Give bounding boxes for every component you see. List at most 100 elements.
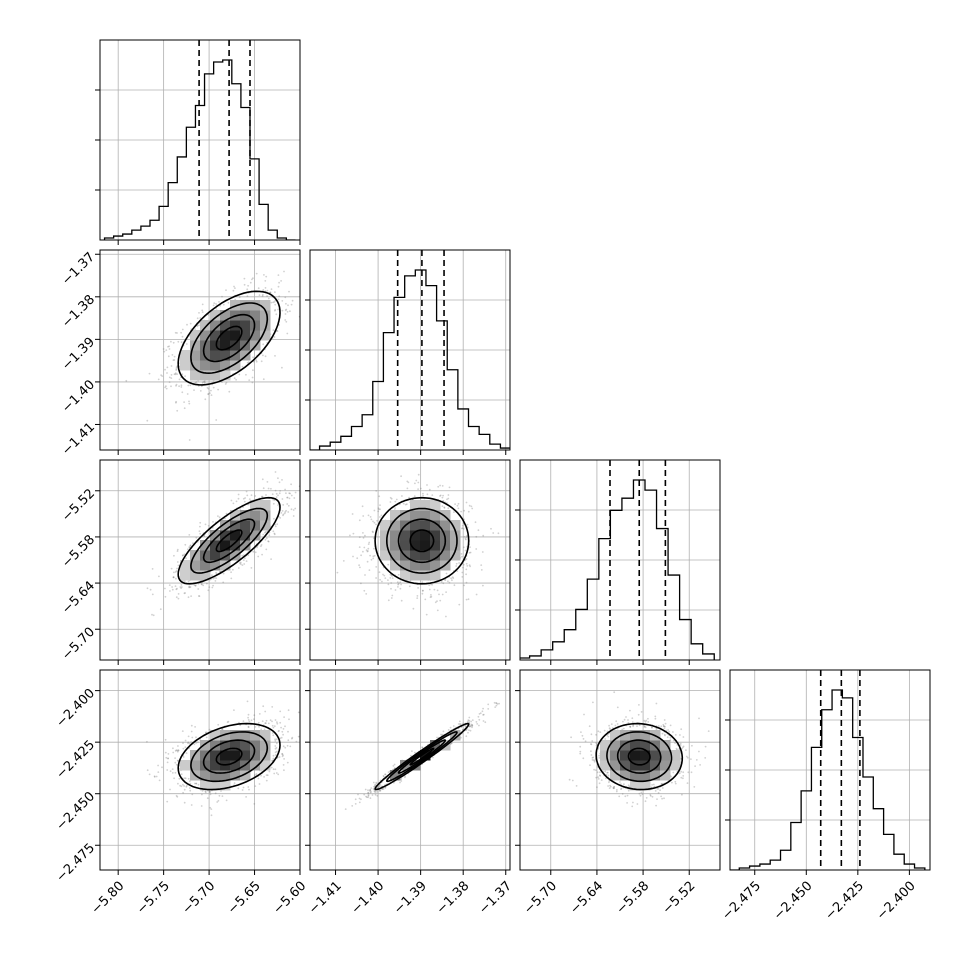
sample-point xyxy=(276,750,278,753)
sample-point xyxy=(274,740,277,742)
sample-point xyxy=(281,479,283,481)
contour-line xyxy=(177,290,281,386)
sample-point xyxy=(631,717,634,720)
sample-point xyxy=(281,752,284,755)
sample-point xyxy=(490,527,492,530)
contour-line xyxy=(215,325,243,351)
sample-point xyxy=(200,805,203,807)
sample-point xyxy=(285,492,287,495)
sample-point xyxy=(651,726,653,729)
density-cell xyxy=(630,770,641,781)
sample-point xyxy=(208,790,211,793)
sample-point xyxy=(286,310,289,313)
sample-point xyxy=(459,723,462,725)
sample-point xyxy=(207,589,210,592)
sample-point xyxy=(263,274,265,276)
sample-point xyxy=(216,801,219,803)
density-cell xyxy=(390,770,401,781)
sample-point xyxy=(374,793,377,796)
sample-point xyxy=(447,507,450,510)
density-cell xyxy=(230,360,241,371)
sample-point xyxy=(436,600,438,602)
sample-point xyxy=(280,726,282,729)
contour-line xyxy=(397,739,447,774)
sample-point xyxy=(180,384,183,387)
sample-point xyxy=(279,710,282,713)
sample-point xyxy=(272,502,275,505)
density-cell xyxy=(620,730,631,741)
sample-point xyxy=(666,736,669,739)
sample-point xyxy=(172,359,175,361)
sample-point xyxy=(659,789,661,792)
sample-point xyxy=(406,480,409,483)
sample-point xyxy=(280,280,282,282)
sample-point xyxy=(444,579,447,581)
sample-point xyxy=(262,487,265,490)
sample-point xyxy=(462,566,464,569)
sample-point xyxy=(372,788,375,790)
sample-point xyxy=(620,788,622,790)
sample-point xyxy=(177,749,180,752)
sample-point xyxy=(185,343,188,345)
x-tick-label: −5.58 xyxy=(614,879,653,918)
sample-point xyxy=(431,583,434,586)
density-cell xyxy=(220,310,231,321)
density-cell xyxy=(260,330,271,341)
sample-point xyxy=(187,741,190,744)
sample-point xyxy=(656,787,659,790)
sample-point xyxy=(208,790,211,793)
sample-point xyxy=(261,293,264,296)
sample-point xyxy=(596,766,599,768)
sample-point xyxy=(387,579,389,581)
sample-point xyxy=(623,783,625,786)
density-cell xyxy=(210,530,221,541)
sample-point xyxy=(177,597,180,600)
sample-point xyxy=(291,737,293,740)
sample-point xyxy=(457,507,460,510)
sample-point xyxy=(480,569,483,571)
sample-point xyxy=(628,785,631,788)
sample-point xyxy=(258,713,261,715)
density-cell xyxy=(450,540,461,551)
sample-point xyxy=(379,578,381,581)
density-cell xyxy=(220,780,231,791)
sample-point xyxy=(477,529,480,532)
density-cell xyxy=(210,320,221,331)
sample-point xyxy=(465,581,468,584)
panel-content xyxy=(146,700,300,817)
sample-point xyxy=(359,566,361,569)
sample-point xyxy=(399,581,402,584)
sample-point xyxy=(674,734,677,736)
sample-point xyxy=(362,515,365,517)
density-cell xyxy=(230,510,241,521)
sample-point xyxy=(275,738,278,741)
sample-point xyxy=(459,723,461,725)
sample-point xyxy=(367,543,370,545)
sample-point xyxy=(591,759,594,761)
sample-point xyxy=(620,787,623,790)
density-cell xyxy=(220,340,231,351)
sample-point xyxy=(173,777,176,780)
sample-point xyxy=(476,723,479,725)
sample-point xyxy=(416,595,419,597)
sample-point xyxy=(260,544,263,546)
density-cell xyxy=(670,750,681,761)
sample-point xyxy=(266,481,269,483)
sample-point xyxy=(661,797,663,800)
sample-point xyxy=(174,761,177,764)
sample-point xyxy=(200,385,203,388)
sample-point xyxy=(251,278,253,281)
sample-point xyxy=(220,790,222,792)
sample-point xyxy=(364,788,367,791)
sample-point xyxy=(278,729,280,732)
sample-point xyxy=(284,319,287,321)
sample-point xyxy=(285,302,287,305)
sample-point xyxy=(225,512,228,515)
sample-point xyxy=(172,576,175,579)
density-cell xyxy=(400,530,411,541)
density-cell xyxy=(240,510,251,521)
sample-point xyxy=(268,534,271,537)
sample-point xyxy=(468,721,471,724)
sample-point xyxy=(365,549,368,552)
